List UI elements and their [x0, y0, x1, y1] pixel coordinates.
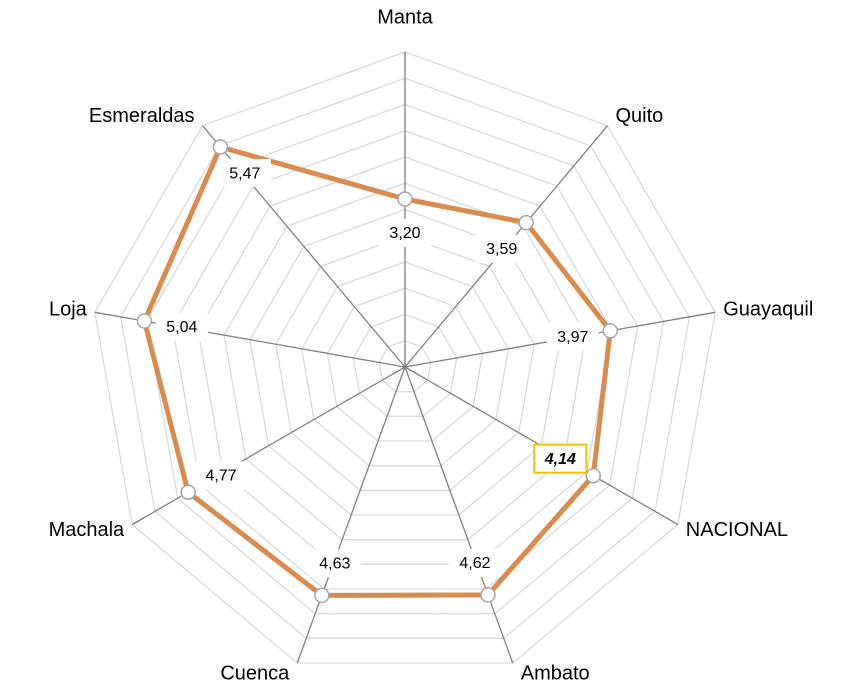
value-label: 3,20 [389, 225, 420, 242]
label-bg [155, 312, 208, 341]
label-bg [546, 322, 599, 351]
label-bg [448, 548, 501, 577]
axis-spoke [404, 366, 514, 664]
data-point [585, 467, 601, 484]
value-label: 3,97 [557, 329, 588, 346]
grid-ring [249, 208, 561, 516]
category-label: Loja [49, 298, 88, 320]
grid-ring [119, 77, 691, 639]
data-point [480, 587, 496, 603]
grid-ring [300, 261, 510, 467]
value-label: 4,63 [319, 556, 350, 573]
value-label: 4,62 [459, 555, 490, 572]
data-point [397, 191, 413, 207]
value-label: 4,77 [205, 467, 236, 484]
category-label: Quito [615, 105, 663, 127]
data-point [518, 214, 534, 231]
data-point [602, 323, 619, 339]
value-label: 4,14 [544, 451, 576, 468]
label-bg [308, 549, 361, 578]
category-label: Cuenca [220, 663, 290, 685]
series-line [141, 144, 613, 598]
grid-ring [197, 156, 613, 565]
category-label: NACIONAL [686, 519, 788, 541]
data-point [314, 587, 330, 604]
data-point [136, 313, 153, 329]
label-bg [379, 219, 431, 247]
value-label: 5,47 [229, 165, 260, 182]
grid-ring [171, 130, 639, 590]
value-label: 5,04 [166, 319, 197, 336]
label-bg [218, 159, 271, 188]
category-label: Esmeraldas [89, 105, 195, 127]
category-label: Guayaquil [723, 298, 813, 320]
value-label: 3,59 [486, 241, 517, 258]
label-bg [475, 234, 528, 263]
grid-ring [352, 313, 458, 417]
category-label: Manta [377, 6, 433, 28]
category-label: Machala [49, 519, 125, 541]
axis-spoke [131, 366, 406, 526]
grid-ring [94, 51, 716, 664]
grid-ring [378, 340, 432, 393]
grid-ring [275, 235, 535, 491]
category-label: Ambato [521, 663, 590, 685]
grid-ring [145, 103, 665, 615]
label-bg [195, 461, 248, 490]
data-point [180, 484, 196, 500]
highlight-box [533, 443, 588, 474]
grid-ring [326, 287, 484, 442]
axis-spoke [296, 366, 406, 664]
grid-ring [223, 182, 587, 541]
data-point [212, 139, 229, 155]
